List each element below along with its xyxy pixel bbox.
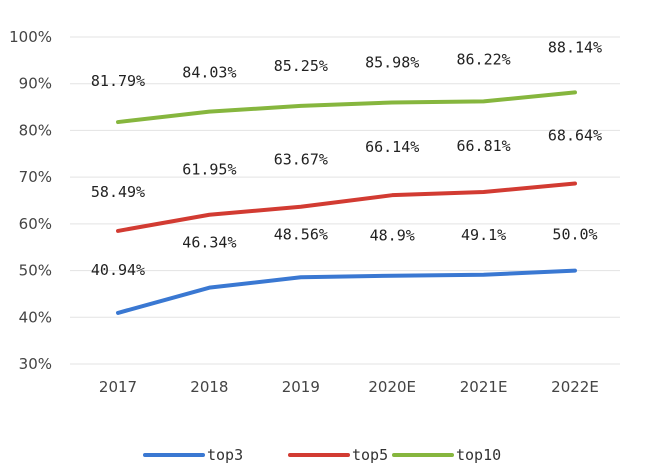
data-label-top10: 81.79% (91, 72, 145, 90)
data-label-top3: 46.34% (182, 234, 236, 252)
legend-label-top5: top5 (352, 446, 388, 464)
y-tick-label: 30% (19, 355, 52, 373)
y-axis-ticks: 30% 40% 50% 60% 70% 80% 90% 100% (9, 28, 52, 373)
series-line-top10 (116, 90, 577, 125)
series-lines (116, 90, 577, 315)
data-labels: 40.94% 46.34% 48.56% 48.9% 49.1% 50.0% 58.49% 6… (91, 38, 602, 278)
x-tick-label: 2019 (282, 378, 320, 396)
legend: top3 top5 top10 (143, 446, 501, 464)
data-label-top5: 66.14% (365, 138, 419, 156)
data-label-top5: 58.49% (91, 183, 145, 201)
legend-label-top3: top3 (207, 446, 243, 464)
data-label-top5: 66.81% (457, 137, 511, 155)
data-label-top3: 48.9% (370, 227, 415, 245)
series-line-top3 (116, 268, 577, 315)
y-tick-label: 50% (19, 262, 52, 280)
y-tick-label: 90% (19, 75, 52, 93)
data-label-top3: 40.94% (91, 261, 145, 279)
data-label-top10: 84.03% (182, 64, 236, 82)
x-tick-label: 2020E (368, 378, 416, 396)
data-label-top3: 48.56% (274, 225, 328, 243)
data-label-top10: 86.22% (457, 50, 511, 68)
y-tick-label: 40% (19, 308, 52, 326)
data-label-top10: 85.25% (274, 57, 328, 75)
x-axis-ticks: 2017 2018 2019 2020E 2021E 2022E (99, 378, 599, 396)
data-label-top5: 61.95% (182, 161, 236, 179)
data-label-top3: 50.0% (552, 226, 597, 244)
x-tick-label: 2022E (551, 378, 599, 396)
x-tick-label: 2018 (190, 378, 228, 396)
data-label-top10: 88.14% (548, 38, 602, 56)
series-line-top5 (116, 181, 577, 233)
data-label-top10: 85.98% (365, 53, 419, 71)
data-label-top5: 68.64% (548, 126, 602, 144)
x-tick-label: 2017 (99, 378, 137, 396)
y-tick-label: 70% (19, 168, 52, 186)
legend-label-top10: top10 (456, 446, 501, 464)
data-label-top3: 49.1% (461, 226, 506, 244)
x-tick-label: 2021E (460, 378, 508, 396)
y-tick-label: 80% (19, 121, 52, 139)
y-tick-label: 60% (19, 215, 52, 233)
y-tick-label: 100% (9, 28, 52, 46)
data-label-top5: 63.67% (274, 151, 328, 169)
